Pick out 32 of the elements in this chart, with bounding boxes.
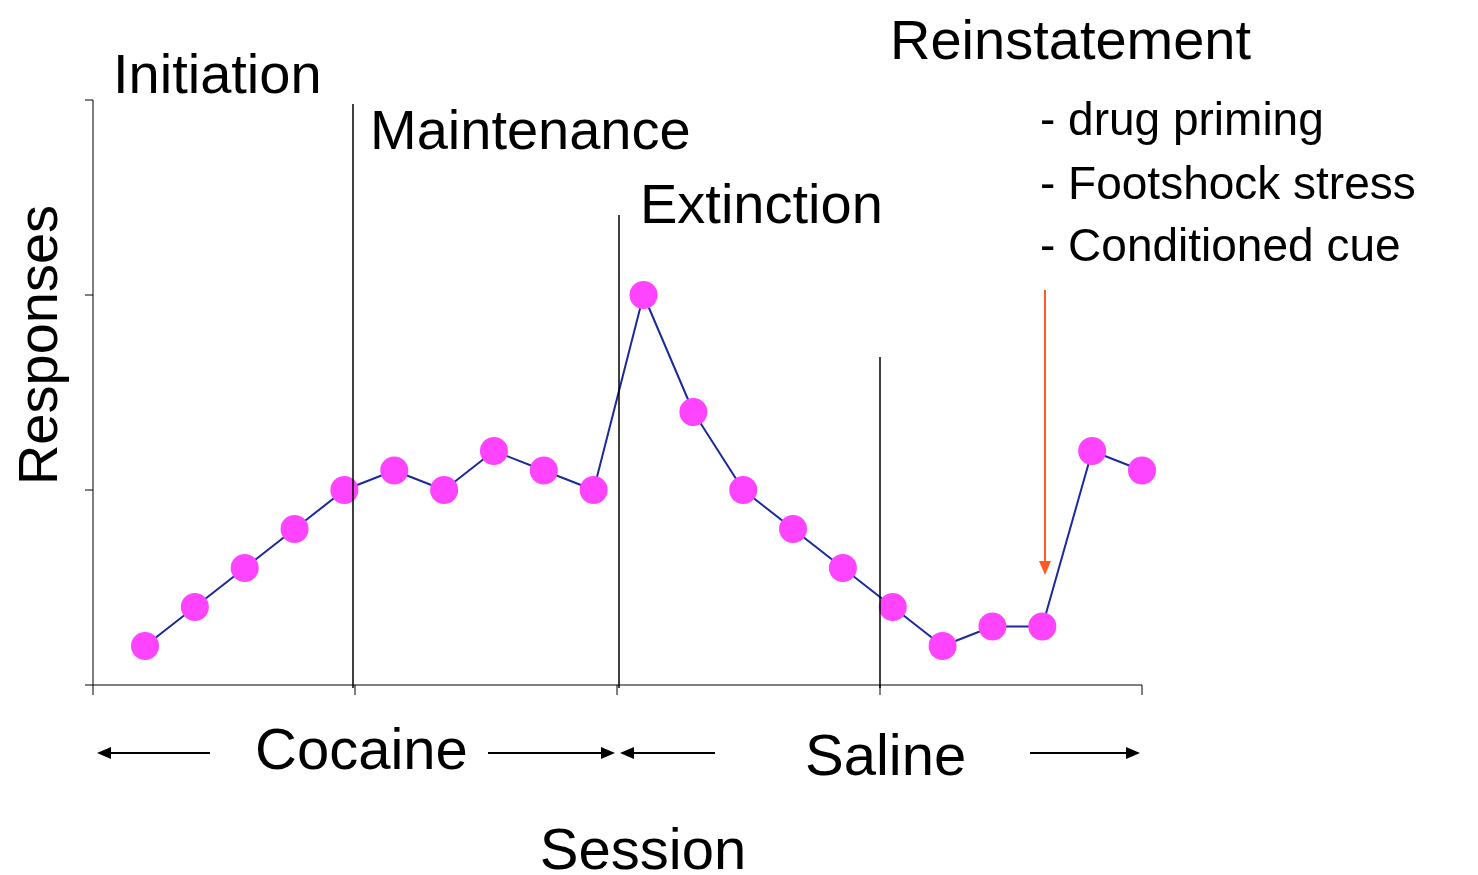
point xyxy=(878,593,907,621)
point xyxy=(529,456,558,485)
point xyxy=(679,398,708,426)
point xyxy=(230,554,259,582)
point xyxy=(828,554,857,582)
point xyxy=(380,456,409,485)
point xyxy=(479,437,508,465)
point xyxy=(729,476,758,504)
point xyxy=(779,515,808,543)
point xyxy=(978,612,1007,641)
point xyxy=(928,632,957,660)
point xyxy=(180,593,209,621)
text: Extinction xyxy=(640,172,883,235)
text: - drug priming xyxy=(1040,93,1324,145)
text: Initiation xyxy=(113,42,322,105)
text: - Conditioned cue xyxy=(1040,219,1401,271)
point xyxy=(629,281,658,309)
text: Cocaine xyxy=(255,716,468,781)
point xyxy=(579,476,608,504)
point xyxy=(1078,437,1107,465)
y-axis-title: Responses xyxy=(6,204,69,486)
point xyxy=(430,476,459,504)
x-axis-title: Session xyxy=(539,816,747,875)
point xyxy=(1028,612,1057,641)
point xyxy=(330,476,359,504)
point xyxy=(1128,456,1156,485)
point xyxy=(280,515,309,543)
text: Reinstatement xyxy=(890,8,1252,71)
text: Saline xyxy=(805,722,967,787)
text: - Footshock stress xyxy=(1040,157,1416,209)
text: Maintenance xyxy=(370,98,691,161)
point xyxy=(131,632,159,660)
